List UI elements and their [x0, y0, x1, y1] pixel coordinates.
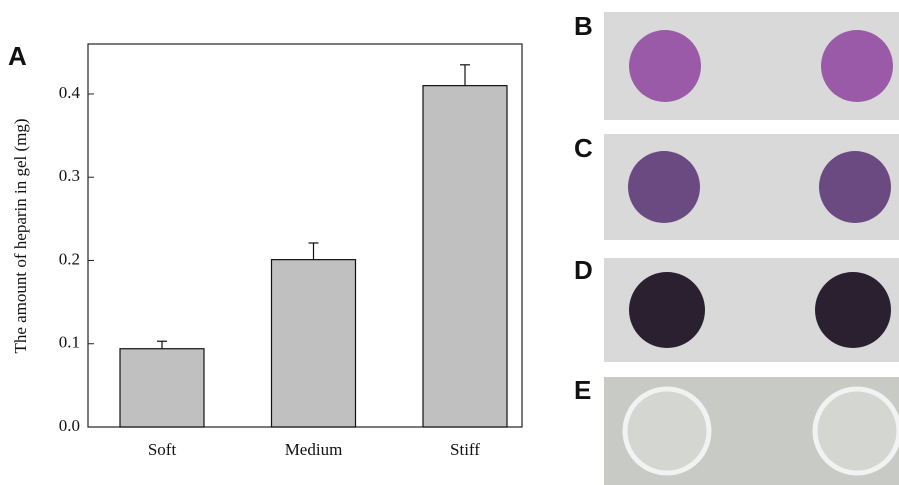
y-tick-label: 0.4 [59, 83, 81, 102]
x-tick-label: Soft [148, 440, 177, 459]
bar [272, 260, 356, 427]
x-tick-label: Medium [285, 440, 343, 459]
x-tick-label: Stiff [450, 440, 480, 459]
y-tick-label: 0.3 [59, 166, 80, 185]
gel-spot [629, 272, 705, 348]
y-tick-label: 0.2 [59, 249, 80, 268]
gel-spot [819, 151, 891, 223]
panel-label: B [574, 11, 593, 41]
panel-e [604, 377, 899, 485]
panel-label: D [574, 255, 593, 285]
bar [423, 86, 507, 427]
y-axis-label: The amount of heparin in gel (mg) [11, 118, 30, 353]
gel-spot [625, 389, 709, 473]
bar [120, 349, 204, 427]
panel-c [604, 134, 899, 240]
figure: A The amount of heparin in gel (mg) 0.0 0… [0, 0, 899, 485]
panel-d [604, 258, 899, 362]
panel-b [604, 12, 899, 120]
panel-label: E [574, 375, 591, 405]
gel-spot [815, 389, 899, 473]
panel-label: C [574, 133, 593, 163]
gel-spot [815, 272, 891, 348]
panel-label: A [8, 41, 27, 71]
gel-spot [821, 30, 893, 102]
gel-spot [629, 30, 701, 102]
gel-spot [628, 151, 700, 223]
y-tick-label: 0.0 [59, 416, 80, 435]
y-tick-label: 0.1 [59, 333, 80, 352]
